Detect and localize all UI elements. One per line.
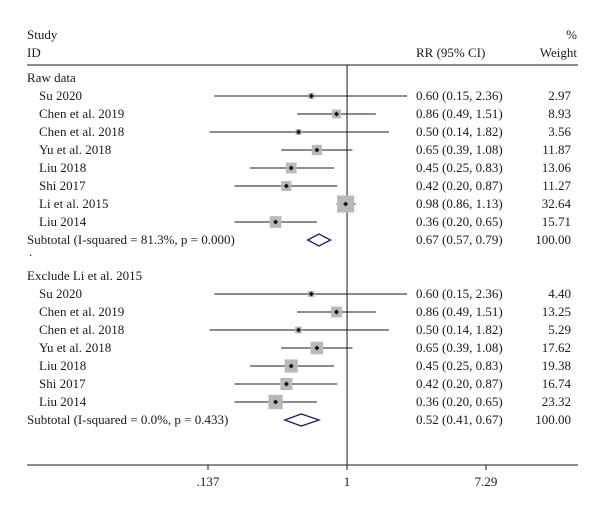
study-label: Yu et al. 2018 xyxy=(39,142,111,157)
study-point-estimate xyxy=(283,183,289,189)
study-point-estimate xyxy=(333,309,339,315)
study-weight: 13.06 xyxy=(542,160,572,175)
header-rr-ci: RR (95% CI) xyxy=(416,45,485,60)
axis-ticks: .137 1 7.29 xyxy=(197,465,498,489)
study-weight: 16.74 xyxy=(542,376,572,391)
study-label: Liu 2018 xyxy=(39,160,86,175)
study-label: Chen et al. 2018 xyxy=(39,124,124,139)
study-label: Liu 2018 xyxy=(39,358,86,373)
study-label: Shi 2017 xyxy=(39,178,86,193)
header-id: ID xyxy=(27,45,41,60)
study-ci-text: 0.36 (0.20, 0.65) xyxy=(416,214,503,229)
subtotal-label: Subtotal (I-squared = 81.3%, p = 0.000) xyxy=(27,232,235,247)
axis-tick-label: 7.29 xyxy=(475,474,498,489)
group-heading: Exclude Li et al. 2015 xyxy=(27,268,142,283)
study-ci-text: 0.65 (0.39, 1.08) xyxy=(416,142,503,157)
study-ci-text: 0.65 (0.39, 1.08) xyxy=(416,340,503,355)
study-point-estimate xyxy=(308,93,314,99)
subtotal-ci-text: 0.52 (0.41, 0.67) xyxy=(416,412,503,427)
study-weight: 3.56 xyxy=(548,124,571,139)
study-weight: 15.71 xyxy=(542,214,571,229)
study-point-estimate xyxy=(314,345,320,351)
study-point-estimate xyxy=(288,363,294,369)
study-weight: 32.64 xyxy=(542,196,572,211)
study-ci-text: 0.60 (0.15, 2.36) xyxy=(416,88,503,103)
study-weight: 19.38 xyxy=(542,358,571,373)
study-weight: 8.93 xyxy=(548,106,571,121)
study-label: Liu 2014 xyxy=(39,394,87,409)
header-percent: % xyxy=(566,27,577,42)
study-label: Yu et al. 2018 xyxy=(39,340,111,355)
study-point-estimate xyxy=(314,147,320,153)
axis-tick-label: 1 xyxy=(344,474,351,489)
study-weight: 11.87 xyxy=(542,142,571,157)
study-point-estimate xyxy=(288,165,294,171)
study-ci-text: 0.86 (0.49, 1.51) xyxy=(416,304,503,319)
study-label: Su 2020 xyxy=(39,286,82,301)
study-ci-text: 0.50 (0.14, 1.82) xyxy=(416,124,503,139)
study-ci-text: 0.60 (0.15, 2.36) xyxy=(416,286,503,301)
study-point-estimate xyxy=(308,291,314,297)
header-weight: Weight xyxy=(540,45,578,60)
study-weight: 2.97 xyxy=(548,88,571,103)
subtotal-diamond xyxy=(306,233,332,247)
study-weight: 17.62 xyxy=(542,340,571,355)
study-ci-text: 0.86 (0.49, 1.51) xyxy=(416,106,503,121)
study-point-estimate xyxy=(273,399,279,405)
study-point-estimate xyxy=(283,381,289,387)
subtotal-weight: 100.00 xyxy=(535,412,571,427)
study-point-estimate xyxy=(273,219,279,225)
study-ci-text: 0.98 (0.86, 1.13) xyxy=(416,196,503,211)
study-label: Shi 2017 xyxy=(39,376,86,391)
subtotal-ci-text: 0.67 (0.57, 0.79) xyxy=(416,232,503,247)
subtotal-diamond xyxy=(282,413,322,427)
study-label: Chen et al. 2019 xyxy=(39,304,124,319)
group-heading: Raw data xyxy=(27,70,76,85)
study-weight: 4.40 xyxy=(548,286,571,301)
study-weight: 11.27 xyxy=(542,178,571,193)
separator-dot: . xyxy=(29,244,32,259)
study-label: Su 2020 xyxy=(39,88,82,103)
study-ci-text: 0.50 (0.14, 1.82) xyxy=(416,322,503,337)
study-point-estimate xyxy=(333,111,339,117)
study-ci-text: 0.42 (0.20, 0.87) xyxy=(416,178,503,193)
subtotal-weight: 100.00 xyxy=(535,232,571,247)
study-ci-text: 0.45 (0.25, 0.83) xyxy=(416,160,503,175)
study-label: Li et al. 2015 xyxy=(39,196,108,211)
study-ci-text: 0.36 (0.20, 0.65) xyxy=(416,394,503,409)
study-weight: 5.29 xyxy=(548,322,571,337)
study-label: Chen et al. 2019 xyxy=(39,106,124,121)
study-point-estimate xyxy=(296,327,302,333)
study-point-estimate xyxy=(343,201,349,207)
study-label: Liu 2014 xyxy=(39,214,87,229)
study-label: Chen et al. 2018 xyxy=(39,322,124,337)
header-study: Study xyxy=(27,27,58,42)
study-ci-text: 0.45 (0.25, 0.83) xyxy=(416,358,503,373)
study-rows: Raw data Su 2020 0.60 (0.15, 2.36) 2.97 Chen… xyxy=(27,70,572,427)
study-weight: 13.25 xyxy=(542,304,571,319)
study-ci-text: 0.42 (0.20, 0.87) xyxy=(416,376,503,391)
axis-tick-label: .137 xyxy=(197,474,220,489)
study-weight: 23.32 xyxy=(542,394,571,409)
study-point-estimate xyxy=(296,129,302,135)
subtotal-label: Subtotal (I-squared = 0.0%, p = 0.433) xyxy=(27,412,228,427)
